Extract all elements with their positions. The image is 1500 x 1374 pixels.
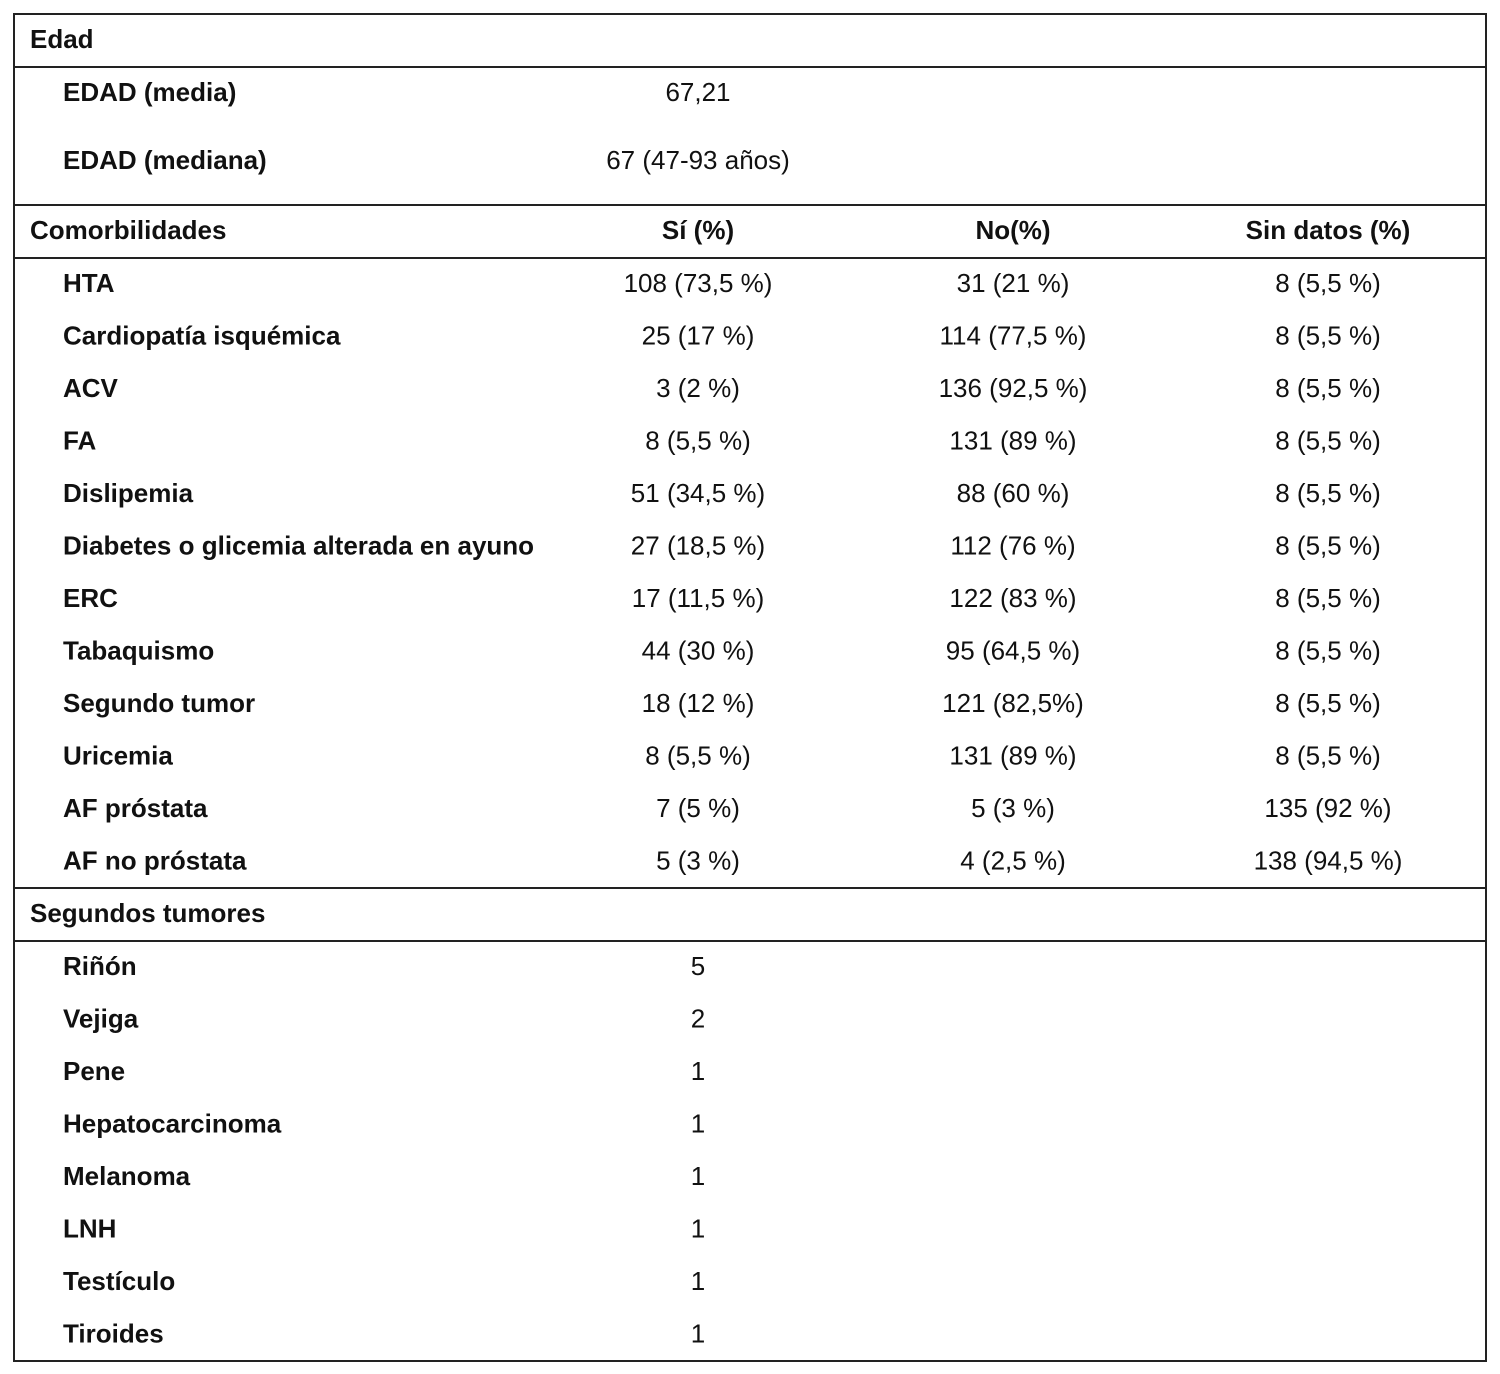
row-label: Testículo xyxy=(63,1266,175,1296)
cell: 1 xyxy=(691,1213,705,1243)
cell: 31 (21 %) xyxy=(957,268,1070,298)
table-border xyxy=(13,13,1487,1362)
cell: 2 xyxy=(691,1003,705,1033)
cell: 1 xyxy=(691,1056,705,1086)
cell: 8 (5,5 %) xyxy=(1275,635,1381,665)
row-label: Tabaquismo xyxy=(63,635,214,665)
cell: 18 (12 %) xyxy=(642,688,755,718)
row-label: Pene xyxy=(63,1056,125,1086)
cell: 108 (73,5 %) xyxy=(624,268,773,298)
cell: 44 (30 %) xyxy=(642,635,755,665)
cell: 67 (47-93 años) xyxy=(606,145,790,175)
cell: 8 (5,5 %) xyxy=(1275,425,1381,455)
cell: 5 xyxy=(691,951,705,981)
cell: 112 (76 %) xyxy=(950,530,1075,560)
cell: 17 (11,5 %) xyxy=(632,583,764,613)
cell: 1 xyxy=(691,1108,705,1138)
cell: 8 (5,5 %) xyxy=(645,425,751,455)
cell: 88 (60 %) xyxy=(957,478,1070,508)
cell: 8 (5,5 %) xyxy=(1275,478,1381,508)
row-label: Segundo tumor xyxy=(63,688,255,718)
row-label: Hepatocarcinoma xyxy=(63,1108,282,1138)
section-title: Segundos tumores xyxy=(30,898,265,928)
cell: 8 (5,5 %) xyxy=(1275,268,1381,298)
cell: 135 (92 %) xyxy=(1264,793,1391,823)
cell: 5 (3 %) xyxy=(656,845,740,875)
row-label: Tiroides xyxy=(63,1318,164,1348)
cell: 8 (5,5 %) xyxy=(1275,320,1381,350)
cell: 51 (34,5 %) xyxy=(631,478,765,508)
cell: 8 (5,5 %) xyxy=(645,740,751,770)
cell: 136 (92,5 %) xyxy=(939,373,1088,403)
cell: 25 (17 %) xyxy=(642,320,755,350)
row-label: AF no próstata xyxy=(63,845,247,875)
row-label: Melanoma xyxy=(63,1161,191,1191)
row-label: Dislipemia xyxy=(63,478,194,508)
row-label: EDAD (media) xyxy=(63,77,236,107)
column-header: Sí (%) xyxy=(662,215,734,245)
cell: 3 (2 %) xyxy=(656,373,740,403)
column-header: Sin datos (%) xyxy=(1246,215,1411,245)
cell: 114 (77,5 %) xyxy=(940,320,1087,350)
cell: 8 (5,5 %) xyxy=(1275,583,1381,613)
cell: 122 (83 %) xyxy=(949,583,1076,613)
row-label: LNH xyxy=(63,1213,116,1243)
row-label: FA xyxy=(63,425,96,455)
cell: 8 (5,5 %) xyxy=(1275,530,1381,560)
section-title: Comorbilidades xyxy=(30,215,226,245)
column-header: No(%) xyxy=(975,215,1050,245)
row-label: Vejiga xyxy=(63,1003,139,1033)
row-label: Diabetes o glicemia alterada en ayuno xyxy=(63,530,534,560)
row-label: Uricemia xyxy=(63,740,173,770)
cell: 131 (89 %) xyxy=(949,425,1076,455)
cell: 27 (18,5 %) xyxy=(631,530,765,560)
row-label: Cardiopatía isquémica xyxy=(63,320,341,350)
cell: 5 (3 %) xyxy=(971,793,1055,823)
row-label: HTA xyxy=(63,268,115,298)
cell: 4 (2,5 %) xyxy=(960,845,1066,875)
cell: 1 xyxy=(691,1161,705,1191)
cell: 67,21 xyxy=(665,77,730,107)
section-title: Edad xyxy=(30,24,94,54)
row-label: ERC xyxy=(63,583,118,613)
cell: 131 (89 %) xyxy=(949,740,1076,770)
row-label: Riñón xyxy=(63,951,137,981)
cell: 7 (5 %) xyxy=(656,793,740,823)
cell: 95 (64,5 %) xyxy=(946,635,1080,665)
cell: 1 xyxy=(691,1266,705,1296)
cell: 8 (5,5 %) xyxy=(1275,740,1381,770)
cell: 1 xyxy=(691,1318,705,1348)
row-label: AF próstata xyxy=(63,793,208,823)
cell: 8 (5,5 %) xyxy=(1275,688,1381,718)
row-label: EDAD (mediana) xyxy=(63,145,267,175)
cell: 121 (82,5%) xyxy=(942,688,1084,718)
row-label: ACV xyxy=(63,373,119,403)
cell: 138 (94,5 %) xyxy=(1254,845,1403,875)
cell: 8 (5,5 %) xyxy=(1275,373,1381,403)
